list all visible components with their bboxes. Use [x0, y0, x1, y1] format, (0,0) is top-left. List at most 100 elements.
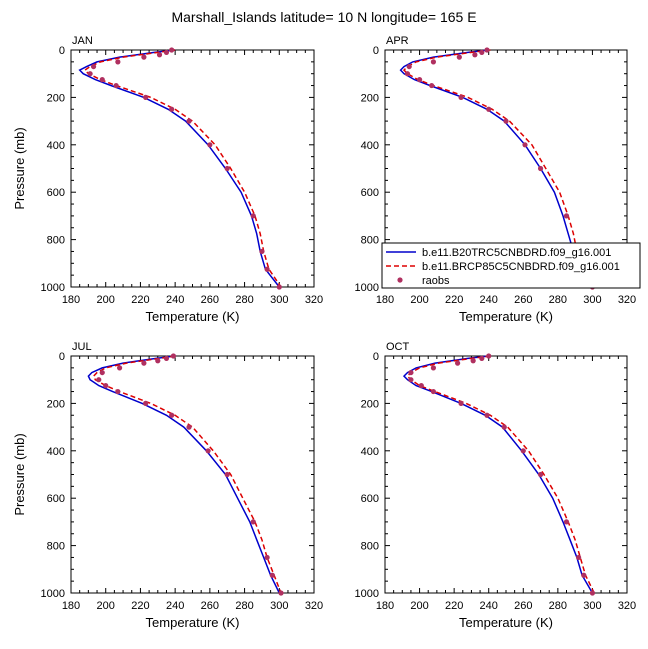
raobs-point — [581, 572, 587, 578]
series-line-brcp85 — [92, 355, 282, 594]
raobs-point — [418, 383, 424, 389]
raobs-point — [503, 118, 509, 124]
y-tick-label: 1000 — [41, 588, 65, 600]
x-tick-label: 240 — [480, 294, 498, 306]
y-tick-label: 0 — [59, 45, 65, 57]
raobs-point — [406, 63, 412, 70]
series-line-b20trc — [78, 49, 280, 288]
x-axis-title: Temperature (K) — [459, 309, 553, 324]
y-tick-label: 600 — [47, 187, 65, 199]
x-tick-label: 260 — [201, 600, 219, 612]
x-tick-label: 280 — [235, 294, 253, 306]
raobs-point — [455, 360, 461, 366]
x-tick-label: 300 — [583, 294, 601, 306]
series-line-brcp85 — [402, 49, 595, 288]
raobs-point — [416, 77, 423, 83]
x-tick-label: 180 — [62, 600, 80, 612]
raobs-point — [99, 77, 105, 83]
plot-frame — [384, 355, 628, 594]
raobs-point — [269, 572, 275, 578]
x-tick-label: 240 — [166, 600, 184, 612]
y-tick-label: 800 — [47, 541, 65, 553]
raobs-point — [522, 142, 528, 148]
raobs-point — [163, 49, 170, 55]
x-tick-label: 280 — [549, 294, 567, 306]
y-tick-label: 200 — [47, 92, 65, 104]
raobs-point — [205, 448, 211, 454]
panel-apr: 180 200 220 240 260 280 300 320 0 200 400 600 800 100… — [355, 35, 637, 324]
x-axis-title: Temperature (K) — [146, 309, 240, 324]
y-tick-label: 0 — [59, 351, 65, 363]
raobs-point — [186, 424, 192, 430]
raobs-point — [224, 165, 230, 172]
x-tick-label: 220 — [445, 294, 463, 306]
raobs-point — [484, 47, 490, 53]
raobs-point — [458, 400, 464, 406]
raobs-point — [250, 213, 256, 219]
raobs-point — [113, 82, 119, 89]
y-tick-label: 400 — [361, 140, 379, 152]
raobs-point — [408, 377, 414, 383]
raobs-point — [186, 118, 192, 124]
y-tick-label: 0 — [373, 45, 379, 57]
raobs-point — [103, 383, 109, 389]
y-tick-label: 400 — [47, 446, 65, 458]
x-tick-label: 320 — [305, 294, 323, 306]
raobs-point — [456, 54, 462, 60]
y-axis-title: Pressure (mb) — [12, 127, 27, 209]
y-tick-label: 1000 — [41, 282, 65, 294]
panel-jan: 180 200 220 240 260 280 300 320 0 200 400 600 800 100… — [12, 35, 323, 324]
raobs-point — [163, 355, 170, 361]
raobs-point — [429, 82, 435, 89]
raobs-point — [472, 52, 478, 58]
x-tick-label: 320 — [305, 600, 323, 612]
x-tick-label: 260 — [514, 600, 532, 612]
x-tick-label: 200 — [410, 600, 428, 612]
legend: b.e11.B20TRC5CNBDRD.f09_g16.001 b.e11.BRC… — [381, 242, 641, 289]
figure-title: Marshall_Islands latitude= 10 N longitud… — [171, 9, 476, 25]
raobs-point — [589, 590, 596, 596]
x-tick-label: 180 — [62, 294, 80, 306]
raobs-point — [264, 554, 270, 561]
raobs-point — [479, 355, 485, 361]
raobs-point — [501, 424, 507, 430]
raobs-point — [250, 519, 256, 525]
raobs-point — [276, 284, 282, 290]
x-tick-label: 300 — [270, 294, 288, 306]
series-line-b20trc — [402, 355, 594, 594]
series-line-brcp85 — [406, 355, 595, 594]
y-tick-label: 400 — [361, 446, 379, 458]
x-tick-label: 300 — [583, 600, 601, 612]
raobs-point — [408, 369, 414, 376]
raobs-point — [486, 353, 492, 359]
series-line-b20trc — [87, 355, 280, 594]
plot-frame — [70, 49, 315, 288]
raobs-point — [87, 71, 93, 77]
x-tick-label: 320 — [618, 600, 636, 612]
raobs-point — [90, 63, 97, 70]
raobs-point — [278, 590, 284, 596]
y-tick-label: 400 — [47, 140, 65, 152]
raobs-point — [537, 165, 544, 172]
y-tick-label: 800 — [47, 235, 65, 247]
panel-label: OCT — [386, 341, 410, 353]
x-tick-label: 260 — [201, 294, 219, 306]
raobs-point — [576, 554, 582, 561]
panel-label: JAN — [72, 35, 93, 47]
y-tick-label: 800 — [361, 235, 379, 247]
series-line-b20trc — [399, 49, 593, 288]
x-tick-label: 200 — [410, 294, 428, 306]
raobs-point — [430, 59, 436, 65]
raobs-point — [169, 106, 175, 112]
raobs-point — [117, 365, 123, 371]
raobs-point — [169, 412, 175, 418]
panel-label: APR — [386, 35, 409, 47]
y-tick-label: 600 — [47, 493, 65, 505]
raobs-point — [169, 47, 175, 53]
legend-entry: b.e11.B20TRC5CNBDRD.f09_g16.001 — [422, 247, 611, 259]
y-tick-label: 1000 — [355, 588, 379, 600]
legend-marker-raobs — [397, 277, 403, 283]
panel-oct: 180 200 220 240 260 280 300 320 0 200 400 600 800 100… — [355, 341, 637, 630]
legend-box — [381, 242, 641, 289]
